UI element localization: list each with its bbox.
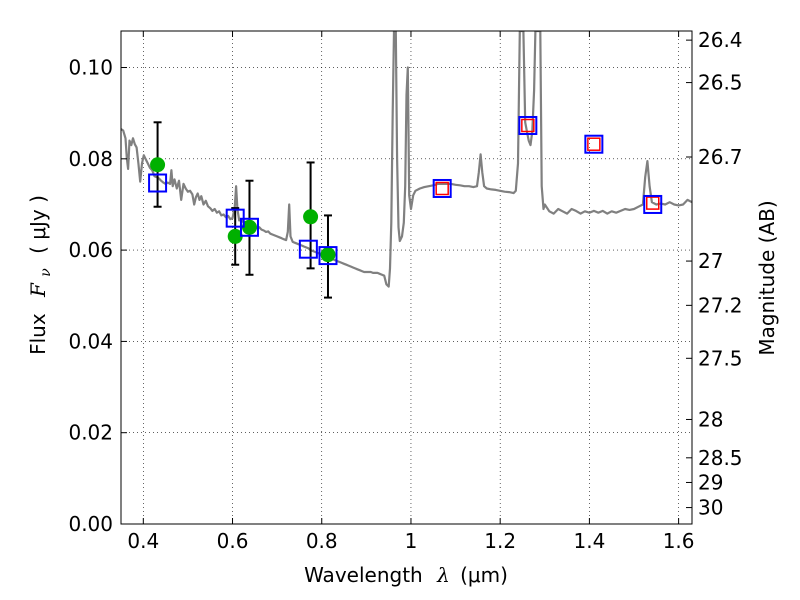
model-sed-path [121,31,692,288]
y-tick-label: 0.06 [68,238,113,262]
y2-tick-label: 27.2 [698,293,743,317]
y-axis-title-subscript: ν [38,268,54,277]
model-square [584,134,604,154]
observed-point [303,209,319,225]
x-tick-label: 1.2 [484,529,516,553]
y2-tick-label: 26.5 [698,71,743,95]
x-axis-title: Wavelength λ (μm) [304,563,508,587]
x-tick-label: 1 [405,529,418,553]
nir-square [521,118,535,133]
nir-squares [435,118,660,210]
y2-tick-label: 28 [698,407,723,431]
x-tick-label: 0.8 [306,529,338,553]
x-tick-label: 1.4 [573,529,605,553]
y-tick-labels: 0.00 0.02 0.04 0.06 0.08 0.10 [68,56,113,536]
x-axis-title-prefix: Wavelength [304,563,423,587]
observed-point [227,228,243,244]
y2-tick-label: 30 [698,496,723,520]
x-axis-title-symbol: λ [436,563,450,587]
y-tick-label: 0.02 [68,421,113,445]
observed-point [241,219,257,235]
y-axis-title-prefix: Flux [26,313,50,355]
y2-axis-title: Magnitude (AB) [755,200,779,355]
y2-tick-label: 26.4 [698,28,743,52]
plot-frame [120,30,693,525]
model-square [298,239,318,259]
model-square [518,115,538,135]
y-tick-label: 0.10 [68,56,113,80]
model-square [318,246,338,266]
model-square [148,173,168,193]
model-sed-line [121,31,692,288]
y-axis-title-symbol: F [26,282,50,298]
y-tick-label: 0.04 [68,329,113,353]
y2-tick-label: 27.5 [698,346,743,370]
x-tick-label: 0.4 [127,529,159,553]
tick-marks [121,31,692,525]
x-tick-label: 0.6 [217,529,249,553]
y-axis-title: Flux F ν ( μJy ) [26,195,55,355]
plot-area [121,31,692,299]
y2-tick-label: 28.5 [698,446,743,470]
nir-square [587,137,601,151]
y2-tick-label: 26.7 [698,145,743,169]
model-square [239,217,259,237]
nir-square [645,196,660,210]
nir-square [435,181,449,196]
x-tick-labels: 0.4 0.6 0.8 1 1.2 1.4 1.6 [127,529,694,553]
observed-point [320,247,336,263]
y2-tick-label: 27 [698,249,723,273]
observed-points [150,157,336,263]
model-square [432,178,452,198]
y-axis-title-units: ( μJy ) [26,195,50,254]
x-tick-label: 1.6 [663,529,695,553]
y-tick-label: 0.08 [68,147,113,171]
model-square [643,194,663,214]
x-axis-title-units: (μm) [460,563,508,587]
model-squares [148,115,663,266]
y2-tick-label: 29 [698,470,723,494]
y-tick-label: 0.00 [68,512,113,536]
observed-point [150,157,166,173]
